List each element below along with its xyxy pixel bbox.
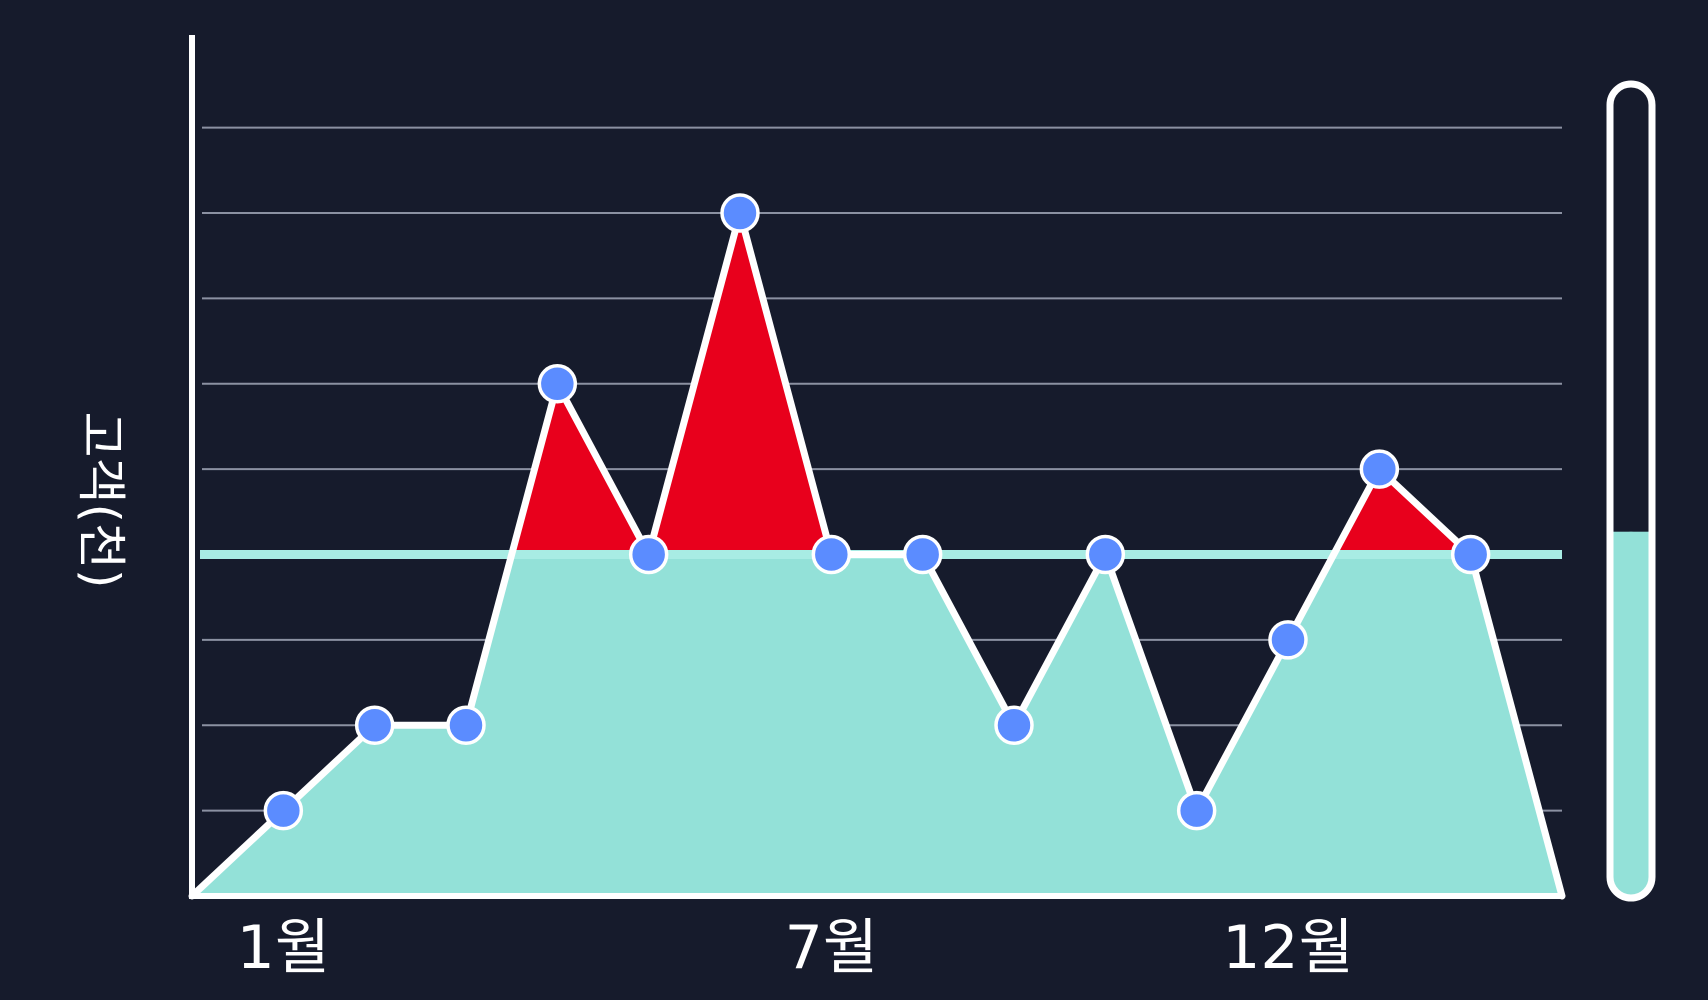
level-gauge — [1606, 80, 1656, 902]
data-point-2 — [354, 705, 395, 746]
series-line-path — [188, 209, 1566, 900]
data-point-11 — [1176, 790, 1217, 831]
data-point-3 — [446, 705, 486, 746]
gauge-fill — [1610, 531, 1652, 898]
gauge-fill-top — [1610, 531, 1652, 562]
data-point-12 — [1268, 620, 1308, 660]
area-above-threshold — [511, 213, 1471, 555]
y-axis-label: 고객(천) — [72, 411, 130, 588]
tick-labels: 1월 7월 12월 — [237, 913, 1354, 983]
area-below-threshold — [192, 554, 1562, 896]
data-point-5 — [628, 534, 669, 575]
data-point-1 — [263, 790, 304, 831]
data-point-10 — [1085, 534, 1126, 575]
area-fill — [192, 213, 1562, 896]
data-point-9 — [994, 705, 1034, 746]
data-point-14 — [1450, 534, 1491, 575]
data-point-8 — [902, 534, 943, 575]
x-tick-label-3: 12월 — [1222, 913, 1354, 983]
axes — [189, 35, 1564, 899]
x-tick-label-1: 1월 — [237, 913, 330, 983]
data-point-13 — [1359, 449, 1400, 489]
data-point-4 — [537, 364, 578, 404]
data-points — [263, 193, 1491, 831]
data-point-7 — [811, 534, 852, 575]
gauge-frame — [1606, 80, 1656, 902]
data-point-6 — [720, 193, 760, 233]
x-tick-label-2: 7월 — [785, 913, 878, 983]
series-line — [188, 209, 1566, 900]
